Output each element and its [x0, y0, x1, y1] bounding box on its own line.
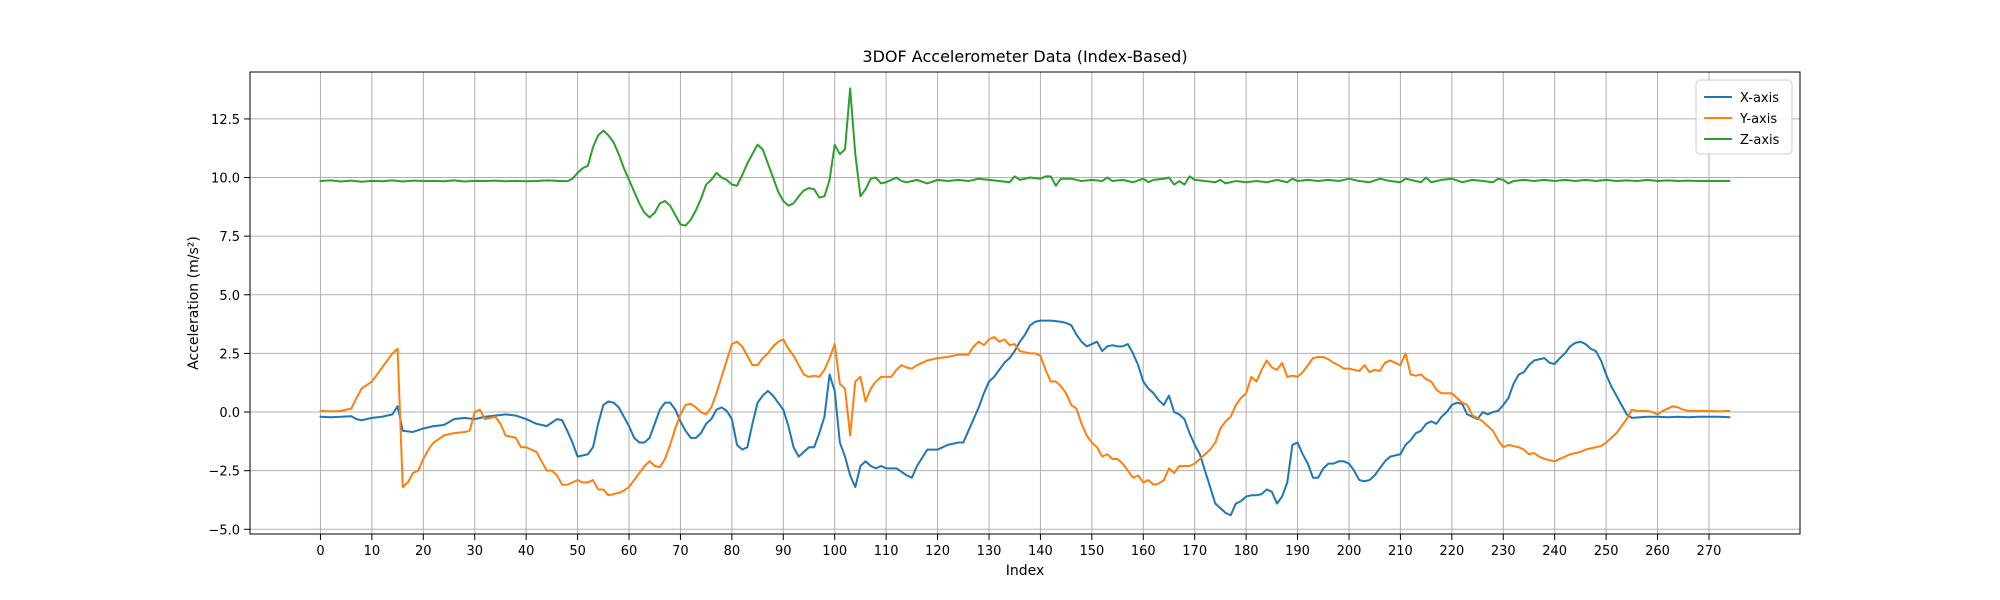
x-tick-label: 270 [1697, 544, 1722, 559]
x-tick-label: 120 [925, 544, 950, 559]
y-tick-label: 10.0 [211, 172, 240, 187]
x-axis-label: Index [1006, 563, 1045, 579]
legend-label: X-axis [1740, 91, 1779, 106]
legend-label: Z-axis [1740, 133, 1780, 148]
y-tick-label: −2.5 [208, 465, 240, 480]
grid [250, 72, 1800, 534]
x-tick-label: 100 [822, 544, 847, 559]
x-tick-label: 50 [569, 544, 586, 559]
x-tick-label: 200 [1337, 544, 1362, 559]
y-tick-label: −5.0 [208, 523, 240, 538]
x-tick-label: 30 [466, 544, 483, 559]
series-line-y-axis [319, 336, 1731, 497]
y-tick-label: 5.0 [219, 289, 240, 304]
x-tick-label: 60 [621, 544, 638, 559]
x-axis-ticks: 0 10 20 30 40 50 60 70 80 90 100 110 120 130 140 150 160… [316, 534, 1721, 559]
y-tick-label: 12.5 [211, 113, 240, 128]
x-tick-label: 150 [1079, 544, 1104, 559]
legend-box [1695, 79, 1793, 155]
x-tick-label: 10 [364, 544, 381, 559]
x-tick-label: 110 [874, 544, 899, 559]
x-tick-label: 90 [775, 544, 792, 559]
x-tick-label: 0 [316, 544, 324, 559]
legend: X-axis Y-axis Z-axis [1695, 79, 1793, 155]
x-tick-label: 140 [1028, 544, 1053, 559]
x-tick-label: 130 [977, 544, 1002, 559]
x-tick-label: 220 [1439, 544, 1464, 559]
x-tick-label: 230 [1491, 544, 1516, 559]
y-tick-label: 7.5 [219, 230, 240, 245]
x-tick-label: 190 [1285, 544, 1310, 559]
x-tick-label: 70 [672, 544, 689, 559]
x-tick-label: 240 [1542, 544, 1567, 559]
x-tick-label: 260 [1645, 544, 1670, 559]
x-tick-label: 250 [1594, 544, 1619, 559]
x-tick-label: 80 [724, 544, 741, 559]
x-tick-label: 40 [518, 544, 535, 559]
series-line-z-axis [319, 87, 1731, 227]
x-tick-label: 170 [1182, 544, 1207, 559]
plot-frame [249, 71, 1801, 535]
y-tick-label: 2.5 [219, 347, 240, 362]
x-tick-label: 210 [1388, 544, 1413, 559]
legend-label: Y-axis [1739, 112, 1777, 127]
y-axis-ticks: −5.0 −2.5 0.0 2.5 5.0 7.5 10.0 12.5 [208, 113, 250, 538]
x-tick-label: 160 [1131, 544, 1156, 559]
x-tick-label: 180 [1234, 544, 1259, 559]
chart-title: 3DOF Accelerometer Data (Index-Based) [862, 47, 1187, 66]
y-axis-label: Acceleration (m/s²) [186, 236, 202, 370]
y-tick-label: 0.0 [219, 406, 240, 421]
x-tick-label: 20 [415, 544, 432, 559]
series-lines [319, 87, 1731, 517]
